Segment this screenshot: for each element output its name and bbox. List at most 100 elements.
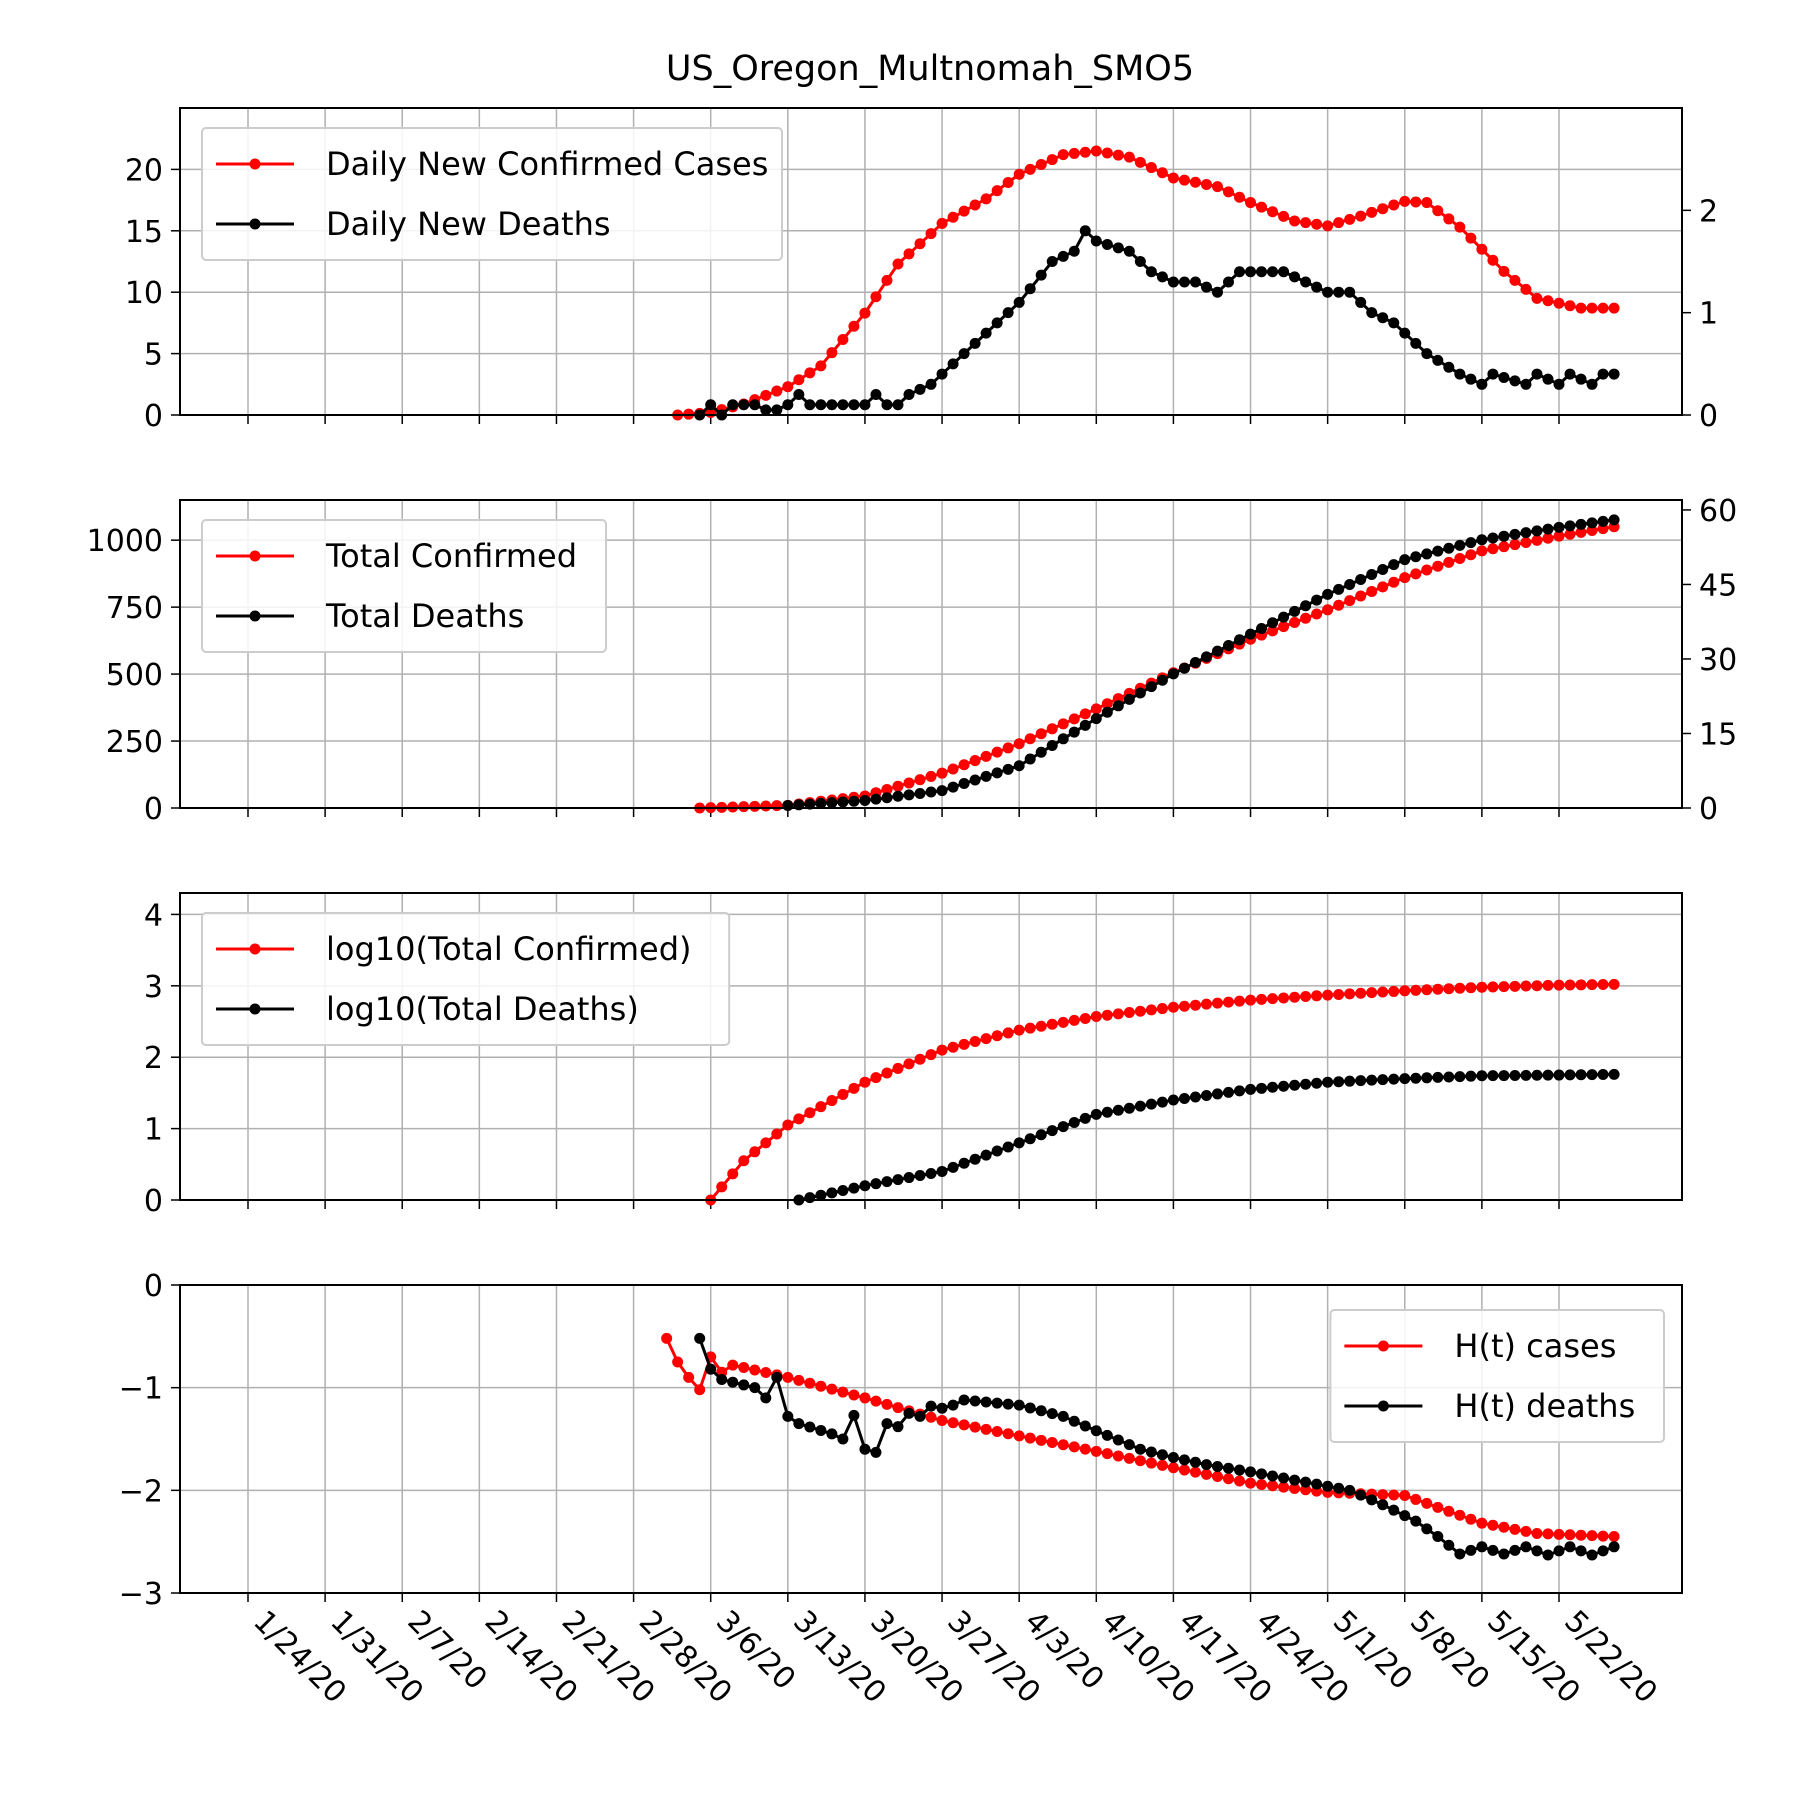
data-point bbox=[1520, 283, 1532, 295]
data-point bbox=[1002, 1027, 1014, 1039]
data-point bbox=[727, 1168, 739, 1180]
data-point bbox=[1586, 1530, 1598, 1542]
legend-box bbox=[201, 912, 731, 1046]
data-point bbox=[881, 1398, 893, 1410]
data-point bbox=[969, 1036, 981, 1048]
data-point bbox=[1564, 528, 1576, 540]
data-point bbox=[1531, 525, 1543, 537]
data-point bbox=[1421, 197, 1433, 209]
data-point bbox=[1322, 989, 1334, 1001]
legend-label: Total Confirmed bbox=[325, 537, 577, 575]
data-point bbox=[771, 404, 783, 416]
data-point bbox=[881, 792, 893, 804]
data-point bbox=[1256, 1082, 1268, 1094]
data-point bbox=[1355, 1075, 1367, 1087]
data-point bbox=[1256, 266, 1268, 278]
chart-title: US_Oregon_Multnomah_SMO5 bbox=[666, 49, 1194, 89]
data-point bbox=[1267, 993, 1279, 1005]
data-point bbox=[1498, 530, 1510, 542]
data-point bbox=[1200, 651, 1212, 663]
data-point bbox=[1443, 556, 1455, 568]
data-point bbox=[848, 399, 860, 411]
data-point bbox=[1289, 605, 1301, 617]
data-point bbox=[969, 755, 981, 767]
data-point bbox=[1189, 1466, 1201, 1478]
data-point bbox=[1189, 1456, 1201, 1468]
data-point bbox=[1200, 281, 1212, 293]
data-point bbox=[1134, 256, 1146, 267]
data-point bbox=[1046, 1125, 1058, 1137]
data-point bbox=[1013, 1024, 1025, 1036]
data-point bbox=[903, 1407, 915, 1419]
data-point bbox=[914, 1170, 926, 1182]
data-point bbox=[925, 378, 937, 390]
data-point bbox=[1531, 1069, 1543, 1081]
data-point bbox=[892, 399, 904, 411]
data-point bbox=[727, 399, 739, 411]
data-point bbox=[1465, 373, 1477, 385]
data-point bbox=[837, 1433, 849, 1445]
data-point bbox=[1531, 534, 1543, 546]
data-point bbox=[1002, 176, 1014, 188]
data-point bbox=[892, 790, 904, 802]
data-point bbox=[1432, 560, 1444, 572]
data-point bbox=[892, 1421, 904, 1433]
data-point bbox=[1388, 559, 1400, 571]
data-point bbox=[782, 381, 794, 393]
data-point bbox=[1498, 265, 1510, 277]
data-point bbox=[1410, 1072, 1422, 1084]
data-point bbox=[815, 1101, 827, 1113]
data-point bbox=[1333, 217, 1345, 229]
data-point bbox=[1068, 147, 1080, 159]
data-point bbox=[1278, 210, 1290, 222]
legend-label: Daily New Deaths bbox=[326, 205, 611, 243]
data-point bbox=[1520, 527, 1532, 539]
data-point bbox=[936, 1415, 948, 1427]
data-point bbox=[1487, 1070, 1499, 1082]
data-point bbox=[771, 1128, 783, 1140]
data-point bbox=[1123, 245, 1135, 257]
data-point bbox=[1377, 986, 1389, 998]
data-point bbox=[672, 1356, 684, 1368]
data-point bbox=[1366, 585, 1378, 597]
data-point bbox=[760, 404, 772, 416]
data-point bbox=[881, 399, 893, 411]
data-point bbox=[1465, 982, 1477, 994]
legend-marker bbox=[249, 943, 261, 955]
legend-label: H(t) deaths bbox=[1454, 1387, 1635, 1425]
data-point bbox=[1454, 1071, 1466, 1083]
data-point bbox=[1608, 1541, 1620, 1553]
data-point bbox=[1520, 1525, 1532, 1537]
data-point bbox=[1101, 1009, 1113, 1021]
series-line bbox=[787, 518, 1615, 808]
data-point bbox=[1377, 1489, 1389, 1501]
data-point bbox=[1344, 1484, 1356, 1496]
data-point bbox=[804, 1377, 816, 1389]
data-point bbox=[1300, 276, 1312, 288]
data-point bbox=[859, 795, 871, 807]
data-point bbox=[826, 399, 838, 411]
data-point bbox=[1090, 235, 1102, 247]
data-point bbox=[694, 1332, 706, 1344]
data-point bbox=[1057, 149, 1069, 161]
data-point bbox=[1388, 1489, 1400, 1501]
data-point bbox=[1597, 1545, 1609, 1557]
data-point bbox=[1057, 1439, 1069, 1451]
data-point bbox=[826, 347, 838, 359]
data-point bbox=[1200, 1089, 1212, 1101]
data-point bbox=[1399, 1489, 1411, 1501]
data-point bbox=[1509, 375, 1521, 387]
data-point bbox=[892, 1402, 904, 1414]
data-point bbox=[782, 399, 794, 411]
data-point bbox=[1432, 1501, 1444, 1513]
data-point bbox=[1410, 551, 1422, 563]
data-point bbox=[1575, 518, 1587, 530]
data-point bbox=[749, 800, 761, 812]
data-point bbox=[1399, 195, 1411, 207]
data-point bbox=[1046, 154, 1058, 166]
data-point bbox=[1222, 1473, 1234, 1485]
data-point bbox=[1487, 368, 1499, 380]
data-point bbox=[1575, 1069, 1587, 1081]
data-point bbox=[1432, 354, 1444, 366]
data-point bbox=[1377, 203, 1389, 215]
